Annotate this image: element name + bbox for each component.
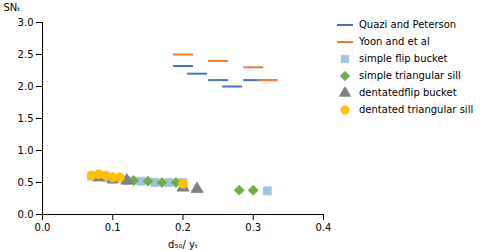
svg-text:0.3: 0.3	[245, 222, 261, 233]
html-text:Yoon and et al: Yoon and et al	[359, 36, 430, 47]
html-text:dentatedflip bucket: dentatedflip bucket	[359, 87, 457, 98]
svg-text:0.0: 0.0	[18, 209, 34, 220]
svg-text:1.0: 1.0	[18, 145, 34, 156]
svg-text:0.2: 0.2	[175, 222, 191, 233]
html-text:dentated triangular sill: dentated triangular sill	[359, 104, 474, 115]
html-text:simple triangular sill: simple triangular sill	[359, 70, 461, 81]
svg-text:2.0: 2.0	[18, 81, 34, 92]
svg-text:0.1: 0.1	[105, 222, 121, 233]
svg-text:0.0: 0.0	[35, 222, 51, 233]
svg-text:SNₜ: SNₜ	[4, 2, 21, 13]
svg-text:0.4: 0.4	[316, 222, 332, 233]
svg-text:2.5: 2.5	[18, 49, 34, 60]
svg-text:3.0: 3.0	[18, 17, 34, 28]
svg-text:0.5: 0.5	[18, 177, 34, 188]
svg-text:1.5: 1.5	[18, 113, 34, 124]
html-text:simple flip bucket: simple flip bucket	[359, 53, 448, 64]
html-text:Quazi and Peterson: Quazi and Peterson	[359, 19, 457, 30]
svg-text:d₅₀/ yₜ: d₅₀/ yₜ	[168, 239, 198, 250]
